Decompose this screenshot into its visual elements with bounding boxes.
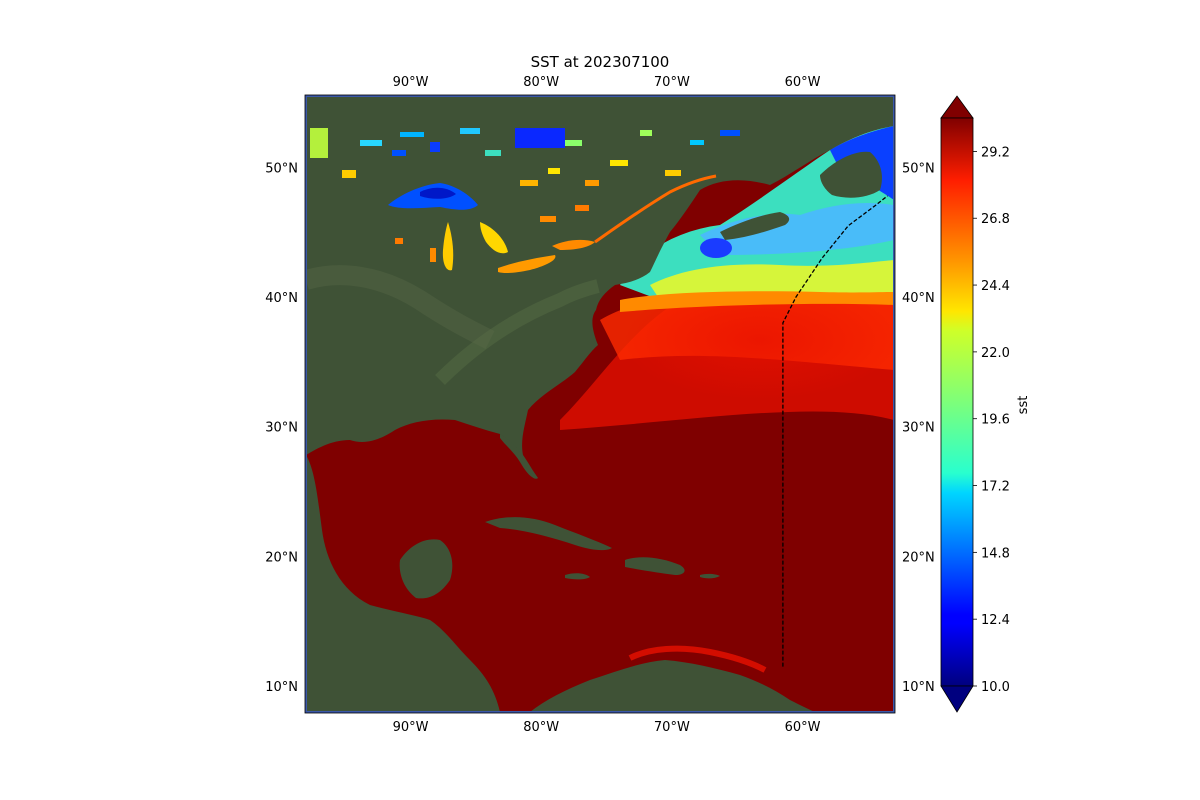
lon-tick-label-bottom: 70°W <box>654 720 690 735</box>
colorbar-tick-label: 19.6 <box>981 413 1010 428</box>
lat-tick-label-left: 20°N <box>265 550 298 565</box>
lat-tick-label-left: 30°N <box>265 421 298 436</box>
hispaniola <box>625 557 685 575</box>
gulf-of-maine-yellow <box>650 260 894 300</box>
lat-tick-label-left: 50°N <box>265 161 298 176</box>
colorbar-label: sst <box>1016 396 1031 415</box>
yucatan-peninsula <box>399 539 453 599</box>
lat-tick-label-right: 10°N <box>902 680 935 695</box>
lake-ontario <box>552 239 595 250</box>
lon-tick-label-bottom: 80°W <box>523 720 559 735</box>
lat-tick-label-right: 30°N <box>902 421 935 436</box>
colorbar-tick-label: 29.2 <box>981 145 1010 160</box>
lake-erie <box>498 255 556 274</box>
lon-tick-label-bottom: 90°W <box>393 720 429 735</box>
colorbar-tick-label: 26.8 <box>981 212 1010 227</box>
scotian-cyan <box>700 203 894 255</box>
newfoundland <box>820 151 882 198</box>
lat-tick-label-left: 10°N <box>265 680 298 695</box>
lake-superior-core <box>420 187 456 199</box>
canadian-lakes <box>310 128 740 262</box>
colorbar-tick-label: 24.4 <box>981 279 1010 294</box>
st-lawrence-river <box>594 174 717 244</box>
lon-bottom-labels: 90°W 80°W 70°W 60°W <box>393 720 821 735</box>
lon-tick-label-top: 90°W <box>393 75 429 90</box>
colorbar-extend-bottom <box>940 685 974 713</box>
lat-right-labels: 50°N 40°N 30°N 20°N 10°N <box>902 161 935 695</box>
colorbar-tick-label: 14.8 <box>981 546 1010 561</box>
lon-tick-label-bottom: 60°W <box>785 720 821 735</box>
figure-title: SST at 202307100 <box>531 53 670 71</box>
map-panel <box>306 96 894 712</box>
venezuela-coast-warm <box>628 645 767 673</box>
jamaica <box>565 573 590 580</box>
lat-tick-label-right: 20°N <box>902 550 935 565</box>
nova-scotia <box>720 212 790 240</box>
south-america <box>530 660 815 712</box>
map-frame <box>305 95 895 713</box>
plains-texture <box>306 265 495 349</box>
colorbar-tick-label: 17.2 <box>981 480 1010 495</box>
lon-tick-label-top: 60°W <box>785 75 821 90</box>
colorbar-extend-top <box>940 95 974 119</box>
orange-transition <box>620 291 894 312</box>
colorbar-tick-label: 10.0 <box>981 680 1010 695</box>
lon-tick-label-top: 70°W <box>654 75 690 90</box>
lat-tick-label-right: 50°N <box>902 161 935 176</box>
puerto-rico <box>700 573 720 579</box>
cold-pool <box>700 238 732 258</box>
map-outer-frame <box>304 94 896 714</box>
lake-huron <box>480 222 508 254</box>
lat-tick-label-left: 40°N <box>265 291 298 306</box>
appalachian-ridge <box>435 279 600 385</box>
warm-eddy-glow <box>620 280 894 400</box>
colorbar-tick-label: 12.4 <box>981 613 1010 628</box>
northern-cool-waters <box>620 125 894 300</box>
colorbar-ticks: 10.0 12.4 14.8 17.2 19.6 22.0 24.4 26.8 29.2 <box>973 145 1010 695</box>
lake-michigan <box>442 222 454 271</box>
colorbar: 10.0 12.4 14.8 17.2 19.6 22.0 24.4 26.8 29.2 sst <box>940 95 1031 713</box>
cuba <box>485 517 612 551</box>
lon-tick-label-top: 80°W <box>523 75 559 90</box>
colorbar-gradient <box>940 117 974 687</box>
mexico-central-america <box>306 455 500 712</box>
lon-top-labels: 90°W 80°W 70°W 60°W <box>393 75 821 90</box>
colorbar-tick-label: 22.0 <box>981 346 1010 361</box>
track-line <box>782 195 888 667</box>
florida-peninsula <box>500 434 538 479</box>
lat-left-labels: 50°N 40°N 30°N 20°N 10°N <box>265 161 298 695</box>
lat-tick-label-right: 40°N <box>902 291 935 306</box>
